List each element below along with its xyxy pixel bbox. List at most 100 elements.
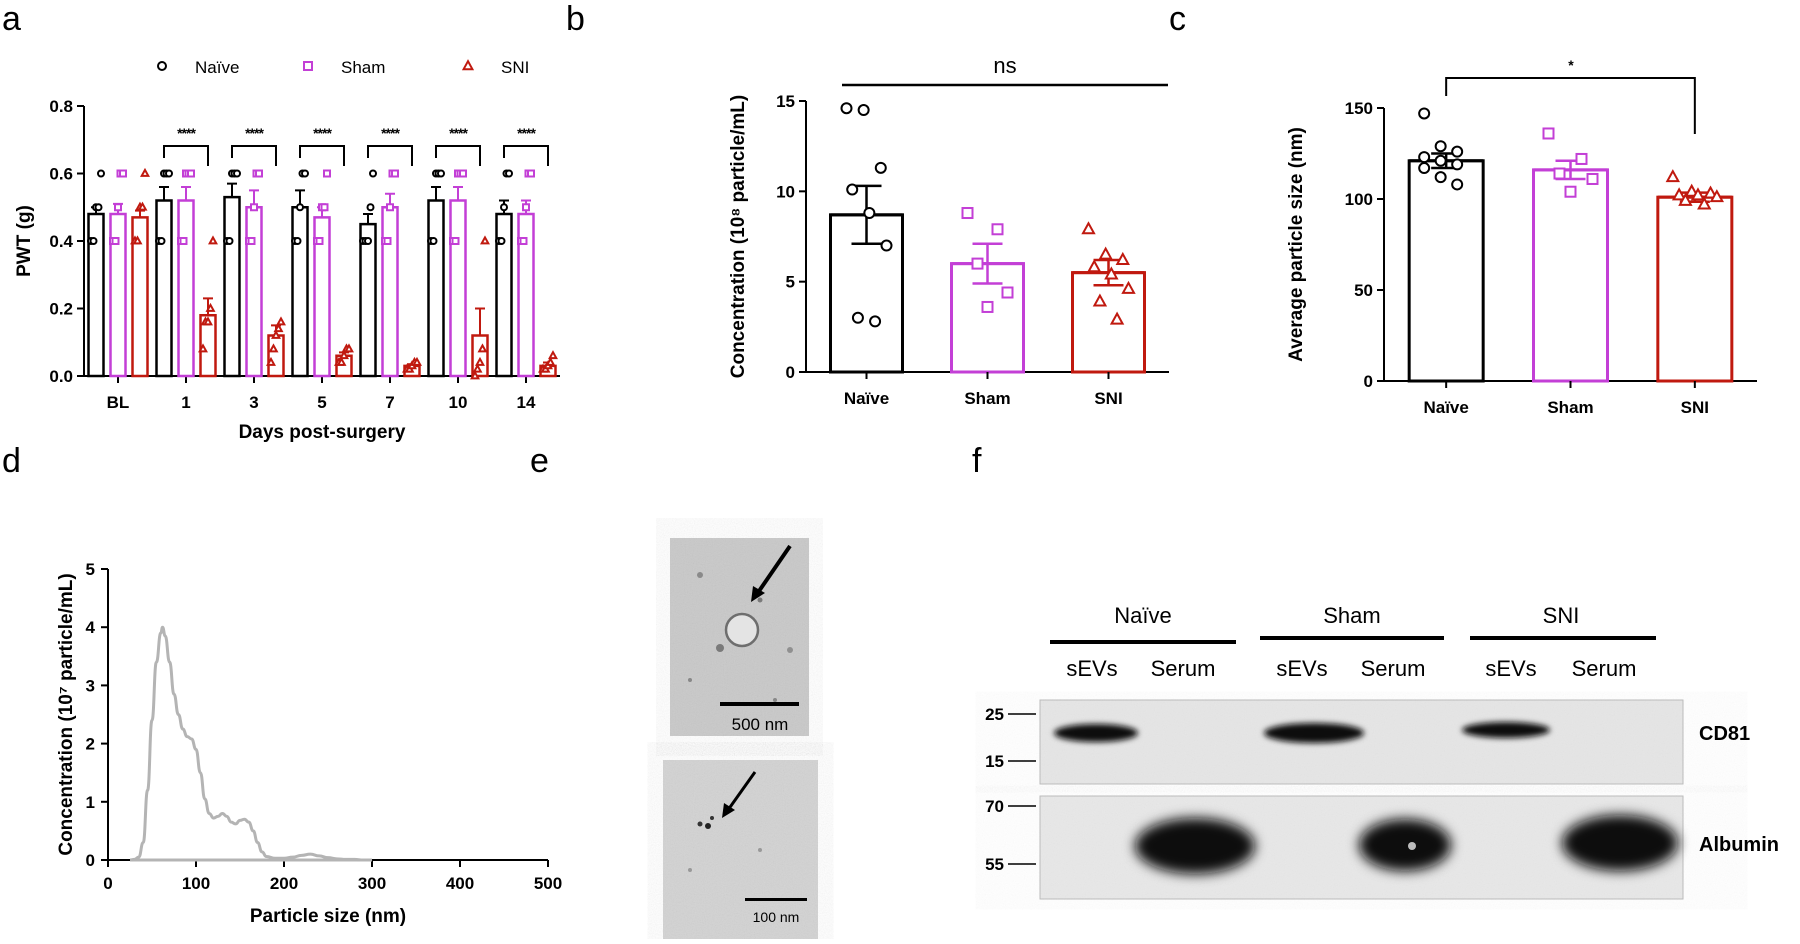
data-point xyxy=(1709,189,1725,203)
data-point xyxy=(1109,311,1125,325)
x-tick-label: Naïve xyxy=(1423,398,1468,417)
significance-bracket xyxy=(1445,77,1696,134)
data-point xyxy=(89,237,98,245)
lane-label: Serum xyxy=(1572,656,1637,681)
bar xyxy=(381,206,399,378)
x-tick-label: 300 xyxy=(358,874,386,893)
data-point xyxy=(303,61,313,71)
y-tick-label: 0 xyxy=(786,363,795,382)
y-axis-title: Average particle size (nm) xyxy=(1286,127,1307,362)
x-tick-label: BL xyxy=(107,393,130,412)
data-point xyxy=(1418,151,1431,164)
y-tick-label: 1 xyxy=(86,793,95,812)
panel-letter-f: f xyxy=(972,442,982,480)
data-point xyxy=(545,356,556,366)
lane-label: sEVs xyxy=(1485,656,1536,681)
data-point xyxy=(857,104,870,117)
scale-bar-label-top: 500 nm xyxy=(732,715,789,734)
data-point xyxy=(383,237,392,245)
data-point xyxy=(369,169,377,178)
y-tick-label: 10 xyxy=(776,182,795,201)
data-point xyxy=(255,169,263,178)
data-point xyxy=(247,237,256,245)
tem-image-bottom: 100 nm xyxy=(663,760,818,939)
data-point xyxy=(880,239,893,252)
data-point xyxy=(320,203,329,212)
legend-label: SNI xyxy=(501,58,529,77)
lane-label: sEVs xyxy=(1066,656,1117,681)
y-tick-label: 15 xyxy=(776,92,795,111)
data-point xyxy=(519,237,528,245)
data-point xyxy=(1418,107,1431,120)
data-point xyxy=(132,235,143,245)
marker-25: 25 xyxy=(985,705,1004,724)
x-tick-label: 0 xyxy=(103,874,112,893)
data-point xyxy=(323,169,331,178)
data-point xyxy=(315,237,324,245)
data-point xyxy=(97,169,105,178)
bar xyxy=(223,195,241,378)
y-tick-label: 0.2 xyxy=(49,300,73,319)
nta-line-chart: 0 1 2 3 4 5 0 100 200 300 400 500 Particle size (nm)… xyxy=(56,560,562,927)
data-point xyxy=(1451,145,1464,158)
data-point xyxy=(1418,162,1431,175)
data-point xyxy=(475,356,485,366)
bar xyxy=(449,199,467,378)
data-point xyxy=(497,237,506,245)
significance-label: **** xyxy=(381,125,400,141)
data-point xyxy=(1115,251,1130,265)
data-point xyxy=(522,203,530,212)
y-axis-title: PWT (g) xyxy=(14,205,35,277)
panel-letter-b: b xyxy=(566,0,585,38)
data-point xyxy=(1001,286,1014,299)
data-point xyxy=(1671,187,1687,201)
y-tick-label: 0 xyxy=(86,851,95,870)
bar xyxy=(291,206,309,378)
cd81-band xyxy=(1054,724,1138,742)
data-point xyxy=(114,203,122,212)
data-point xyxy=(179,237,188,245)
x-tick-label: 100 xyxy=(182,874,210,893)
data-point xyxy=(140,167,150,177)
bar xyxy=(1071,271,1146,374)
x-axis-title: Days post-surgery xyxy=(239,422,406,443)
data-point xyxy=(1434,140,1447,153)
significance-label: **** xyxy=(449,125,468,141)
bar xyxy=(1532,168,1609,383)
data-point xyxy=(1678,192,1693,206)
x-tick-label: Sham xyxy=(964,389,1010,408)
data-point xyxy=(846,183,859,196)
data-point xyxy=(366,203,375,212)
lane-label: Serum xyxy=(1361,656,1426,681)
data-point xyxy=(165,169,173,178)
data-point xyxy=(339,350,349,360)
data-point xyxy=(250,203,258,212)
data-point xyxy=(268,343,279,353)
lane-label: Serum xyxy=(1151,656,1216,681)
data-point xyxy=(527,169,535,178)
data-point xyxy=(271,329,281,339)
protein-label-cd81: CD81 xyxy=(1699,723,1750,745)
data-point xyxy=(1451,158,1464,171)
data-point xyxy=(233,169,241,178)
arrow-icon xyxy=(755,544,792,596)
data-point xyxy=(187,169,195,178)
concentration-bar-chart: 0 5 10 15 Naïve Sham SNI Concentration (10⁸ par… xyxy=(728,53,1169,408)
data-point xyxy=(208,235,218,245)
data-point xyxy=(477,343,488,353)
data-point xyxy=(137,201,148,211)
data-point xyxy=(1434,154,1447,167)
panel-letter-d: d xyxy=(2,442,21,480)
blot-group-sni: SNI xyxy=(1543,603,1580,628)
data-point xyxy=(961,207,974,220)
data-point xyxy=(1092,293,1108,307)
legend-label: Sham xyxy=(341,58,385,77)
data-point xyxy=(451,237,460,245)
data-point xyxy=(874,161,887,174)
data-point xyxy=(1690,187,1706,201)
data-point xyxy=(1697,196,1712,210)
significance-label: * xyxy=(1568,57,1574,73)
data-point xyxy=(869,315,882,328)
data-point xyxy=(391,169,399,178)
data-point xyxy=(470,370,480,380)
